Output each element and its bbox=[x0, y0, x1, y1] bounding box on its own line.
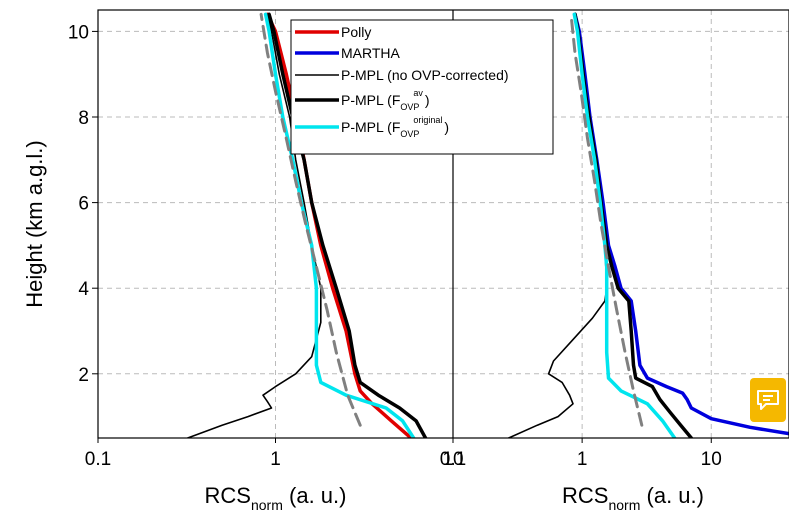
series-line-p-mpl-f-ovp-av bbox=[267, 12, 428, 438]
plot-frame bbox=[97, 9, 789, 439]
x-tick-label: 0.1 bbox=[85, 449, 111, 470]
legend-label: MARTHA bbox=[341, 45, 401, 61]
series-line-p-mpl-f-ovp-av bbox=[573, 12, 694, 438]
legend-label: Polly bbox=[341, 24, 371, 40]
feedback-icon bbox=[757, 390, 779, 410]
legend-label: P-MPL (FOVPoriginal) bbox=[341, 115, 449, 139]
x-tick-label: 10 bbox=[442, 449, 463, 470]
legend: Polly MARTHA P-MPL (no OVP-corrected) P-MPL… bbox=[290, 19, 554, 155]
series-line-fit bbox=[259, 12, 362, 427]
x-tick-label: 1 bbox=[270, 449, 281, 470]
legend-label: P-MPL (no OVP-corrected) bbox=[341, 67, 509, 83]
series-line-p-mpl-f-ovp-original bbox=[572, 12, 677, 438]
y-tick-label: 8 bbox=[78, 108, 89, 129]
series-line-p-mpl-f-ovp-original bbox=[263, 12, 416, 438]
series-line-fit bbox=[569, 12, 644, 427]
feedback-button[interactable] bbox=[750, 378, 786, 422]
x-axis-title: RCSnorm (a. u.) bbox=[562, 483, 704, 513]
y-tick-label: 2 bbox=[78, 365, 89, 386]
x-tick-label: 10 bbox=[701, 449, 722, 470]
y-tick-label: 10 bbox=[68, 22, 89, 43]
y-tick-label: 4 bbox=[78, 279, 89, 300]
y-tick-label: 6 bbox=[78, 194, 89, 215]
x-tick-label: 0.1 bbox=[440, 449, 466, 470]
y-axis-title: Height (km a.g.l.) bbox=[22, 140, 47, 308]
x-tick-label: 1 bbox=[577, 449, 588, 470]
x-axis-title: RCSnorm (a. u.) bbox=[205, 483, 347, 513]
legend-label: P-MPL (FOVPav) bbox=[341, 88, 430, 112]
legend-box bbox=[290, 19, 554, 155]
